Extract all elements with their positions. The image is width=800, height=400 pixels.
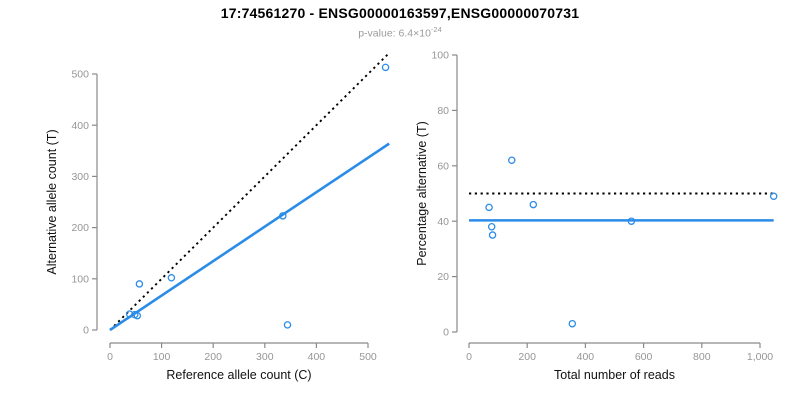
data-point [568, 319, 577, 328]
data-point [125, 310, 134, 318]
y-axis-title: Alternative allele count (T) [45, 129, 59, 274]
y-tick-label: 200 [71, 222, 89, 234]
y-tick-label: 20 [437, 271, 449, 283]
y-tick-label: 0 [443, 327, 449, 339]
x-tick-label: 0 [466, 351, 472, 363]
x-tick-label: 400 [308, 351, 326, 363]
x-tick-label: 400 [577, 351, 595, 363]
x-tick-label: 600 [635, 351, 653, 363]
left-chart-allele-counts: 0 100 200 300 400 500 0 100 200 300 400 500 Referenc… [45, 52, 390, 382]
y-tick-label: 100 [71, 273, 89, 285]
y-tick-label: 300 [71, 171, 89, 183]
x-axis-title: Reference allele count (C) [166, 368, 311, 382]
data-point [381, 63, 390, 72]
x-axis-title: Total number of reads [554, 368, 675, 382]
data-point [135, 280, 144, 288]
data-point [508, 156, 516, 165]
pvalue-exponent: -24 [430, 25, 442, 34]
x-tick-label: 100 [153, 351, 171, 363]
y-tick-label: 0 [83, 325, 89, 337]
pvalue-label: p-value: [358, 27, 399, 40]
identity-line [109, 52, 390, 331]
x-tick-label: 1,000 [747, 351, 773, 363]
pvalue-mantissa: 6.4×10 [398, 27, 431, 40]
y-tick-label: 100 [431, 50, 449, 62]
pvalue-subtitle: p-value: 6.4×10-24 [0, 25, 800, 40]
x-tick-label: 800 [693, 351, 711, 363]
right-chart-percentage: 0 20 40 60 80 100 0 200 400 600 800 1,000 Total numb… [415, 50, 778, 382]
x-tick-label: 300 [256, 351, 274, 363]
data-point [167, 274, 176, 282]
x-tick-label: 500 [359, 351, 377, 363]
y-tick-label: 500 [71, 69, 89, 81]
fit-line [109, 142, 390, 332]
y-tick-label: 80 [437, 105, 449, 117]
x-tick-label: 200 [518, 351, 536, 363]
y-axis-title: Percentage alternative (T) [415, 121, 429, 266]
data-point [769, 192, 778, 201]
data-point [529, 200, 538, 209]
y-tick-label: 60 [437, 160, 449, 172]
data-point [488, 231, 497, 239]
data-point [487, 222, 496, 231]
page-title: 17:74561270 - ENSG00000163597,ENSG000000… [220, 5, 580, 21]
data-point [279, 212, 287, 220]
data-point [283, 321, 292, 329]
data-point [485, 203, 493, 212]
data-point [627, 217, 636, 225]
y-tick-label: 400 [71, 120, 89, 132]
y-tick-label: 40 [437, 216, 449, 228]
x-tick-label: 200 [204, 351, 222, 363]
data-point [133, 311, 142, 320]
x-tick-label: 0 [107, 351, 113, 363]
